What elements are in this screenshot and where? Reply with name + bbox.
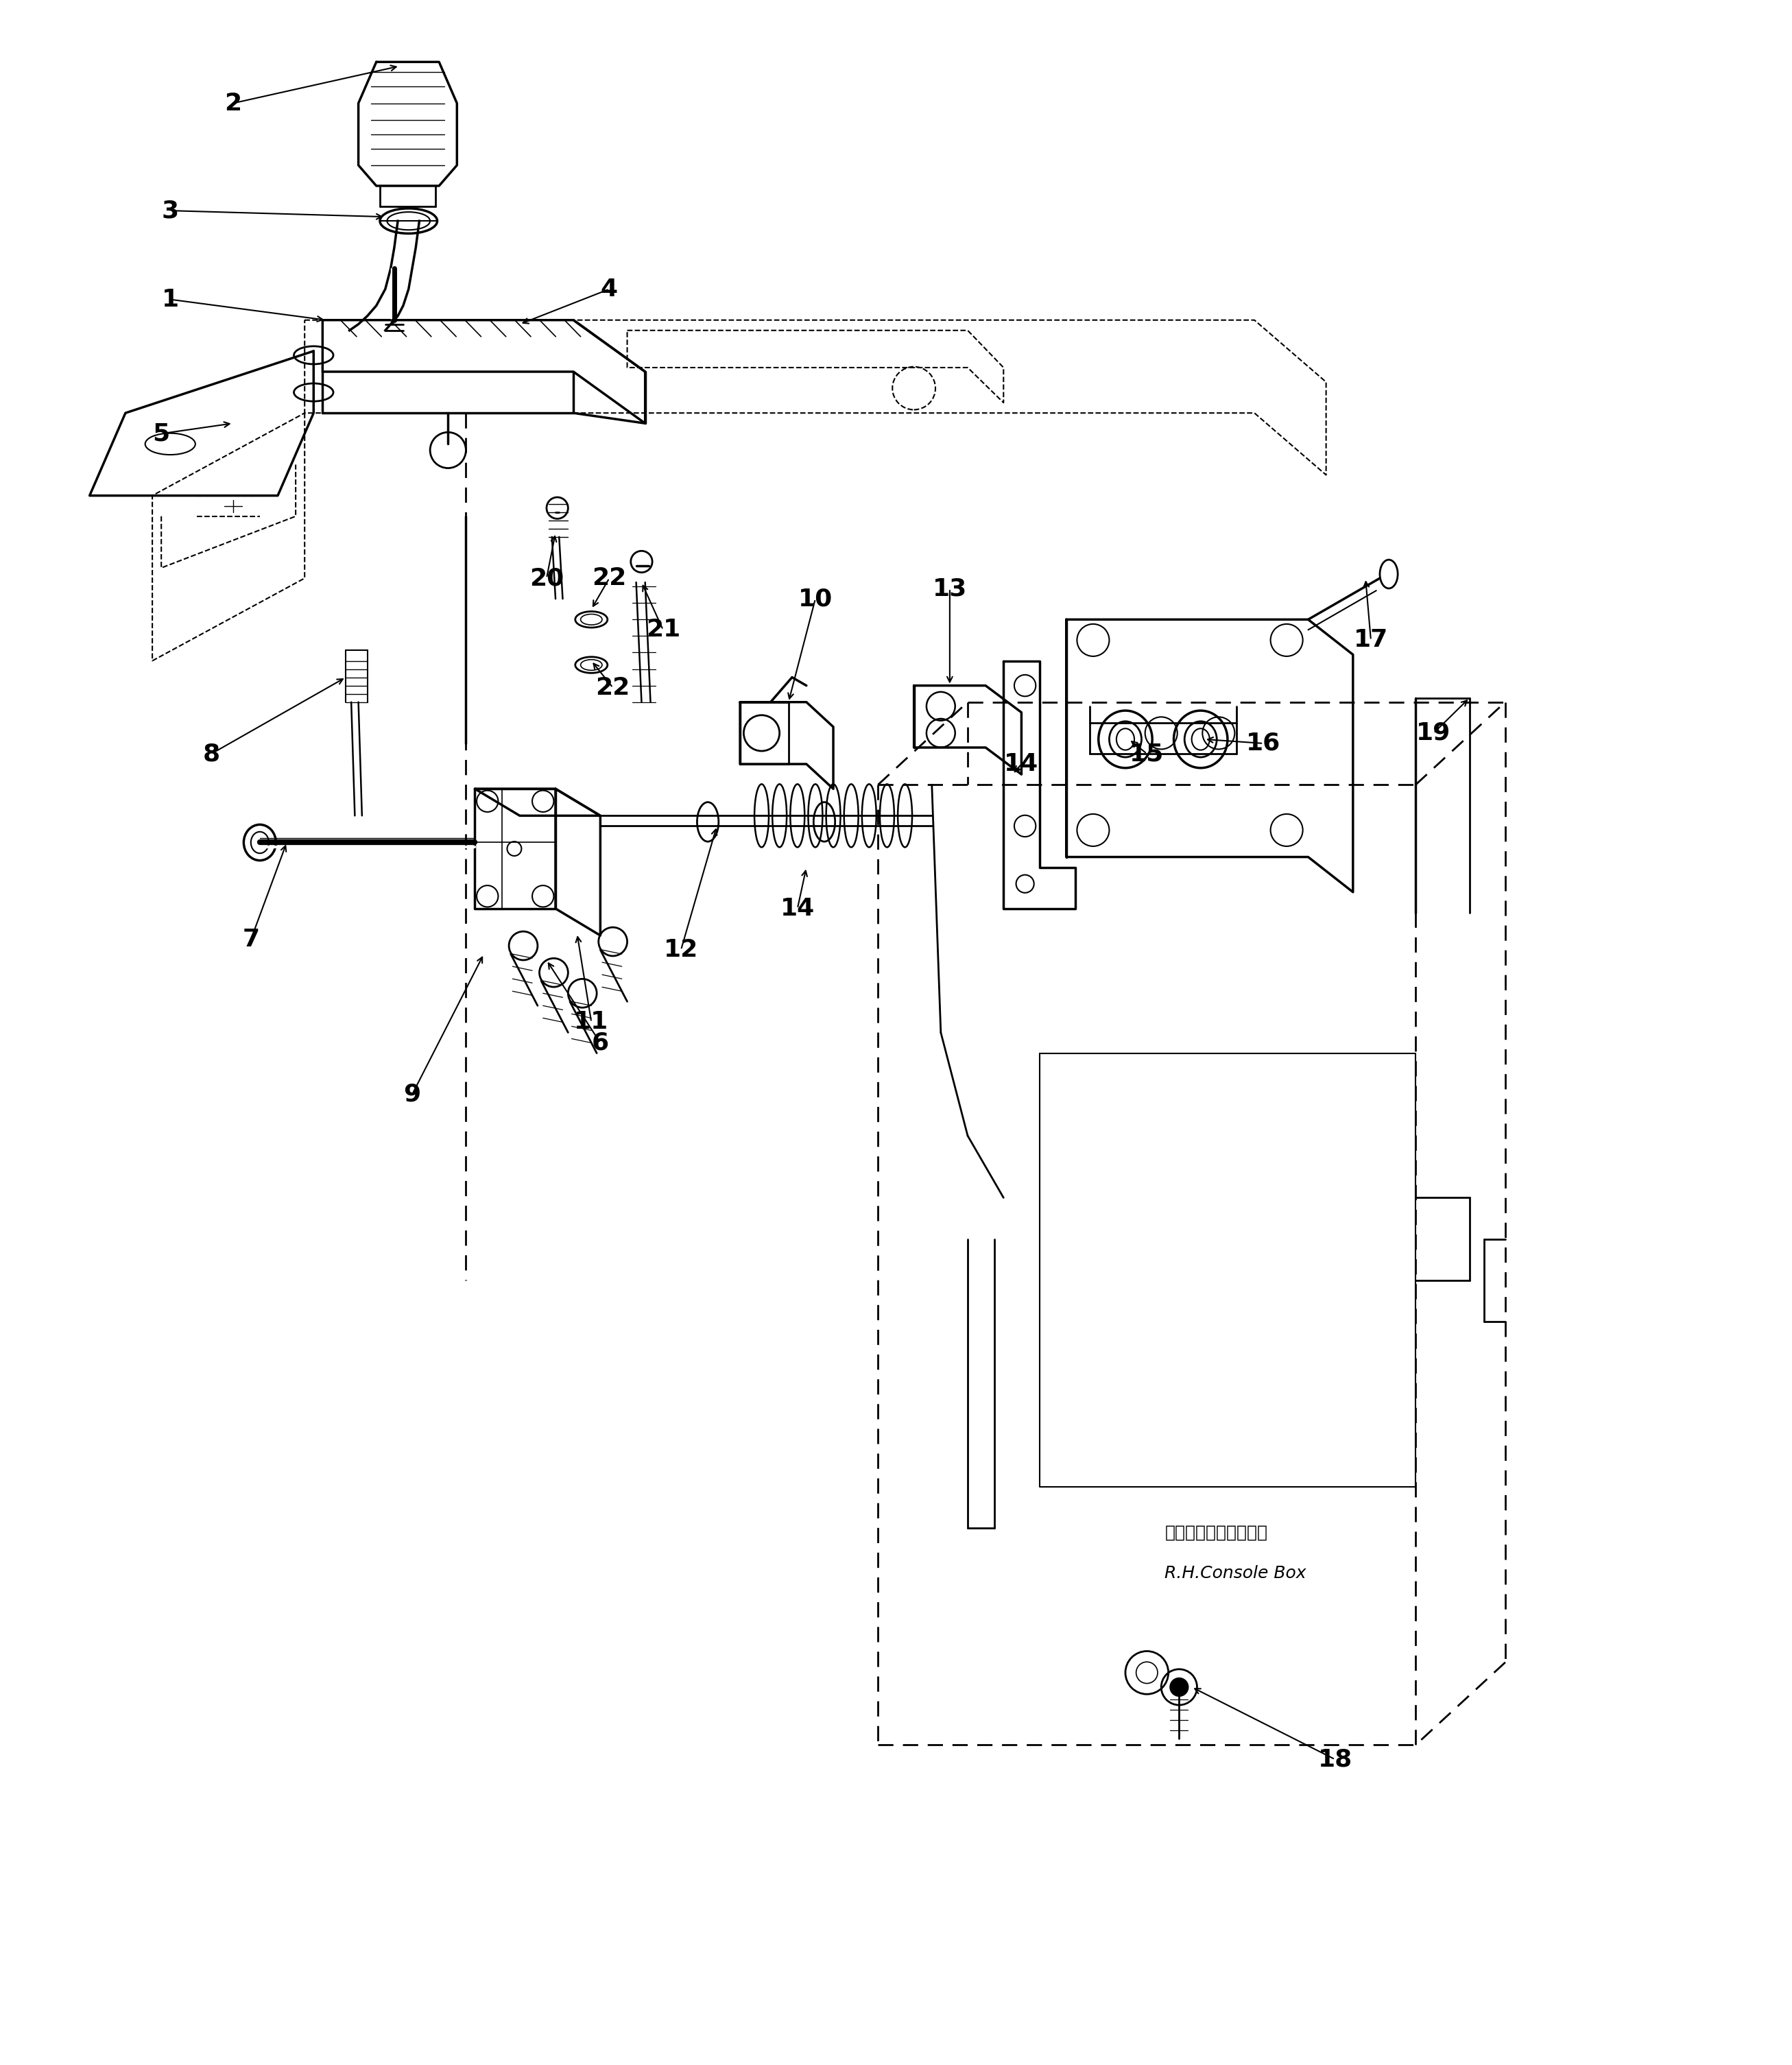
Text: 8: 8 (202, 741, 220, 766)
Text: 20: 20 (529, 566, 564, 591)
Text: 1: 1 (161, 287, 179, 312)
Text: 6: 6 (591, 1030, 609, 1055)
Text: 14: 14 (780, 896, 815, 921)
Circle shape (1170, 1679, 1188, 1695)
Text: 18: 18 (1317, 1747, 1353, 1772)
Text: 5: 5 (152, 421, 170, 446)
Text: 12: 12 (663, 938, 699, 962)
Text: 7: 7 (242, 927, 260, 952)
Text: 22: 22 (591, 566, 627, 591)
Text: R.H.Console Box: R.H.Console Box (1165, 1565, 1306, 1582)
Text: 17: 17 (1353, 628, 1389, 653)
Text: 右コンソールボックス: 右コンソールボックス (1165, 1524, 1267, 1540)
Text: 22: 22 (595, 675, 631, 700)
Text: 13: 13 (932, 576, 968, 601)
Text: 14: 14 (1004, 752, 1039, 776)
Text: 9: 9 (403, 1082, 421, 1107)
Text: 21: 21 (645, 617, 681, 642)
Text: 19: 19 (1416, 721, 1452, 745)
Text: 11: 11 (573, 1010, 609, 1035)
Text: 3: 3 (161, 198, 179, 223)
Text: 15: 15 (1129, 741, 1165, 766)
Text: 4: 4 (600, 277, 618, 301)
Text: 10: 10 (797, 586, 833, 611)
Text: 2: 2 (224, 91, 242, 116)
Text: 16: 16 (1245, 731, 1281, 756)
